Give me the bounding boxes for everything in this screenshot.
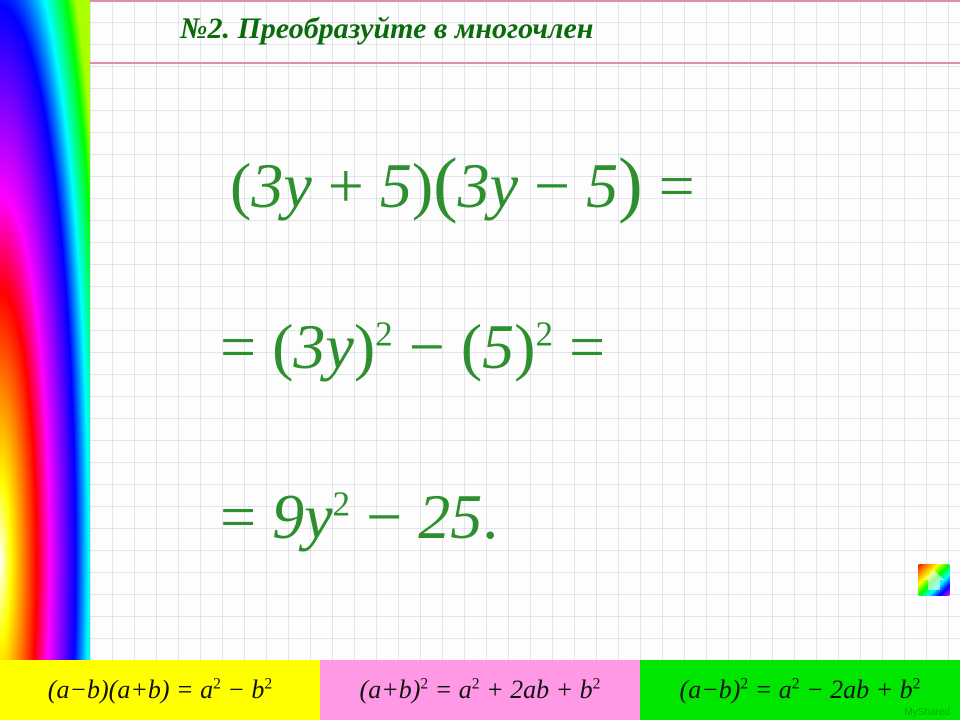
- margin-line-top: [90, 0, 960, 2]
- rainbow-strip: [0, 0, 90, 660]
- formula-diff-squares: (a−b)(a+b) = a2 − b2: [0, 660, 320, 720]
- equation-line-2: = (3y)2 − (5)2 =: [220, 310, 605, 384]
- formula-bar: (a−b)(a+b) = a2 − b2 (a+b)2 = a2 + 2ab +…: [0, 660, 960, 720]
- margin-line: [90, 62, 960, 64]
- slide: №2. Преобразуйте в многочлен (3y + 5)(3y…: [0, 0, 960, 720]
- equation-line-3: = 9y2 − 25.: [220, 480, 498, 554]
- formula-square-diff: (a−b)2 = a2 − 2ab + b2 MyShared: [640, 660, 960, 720]
- content-area: №2. Преобразуйте в многочлен (3y + 5)(3y…: [90, 0, 960, 660]
- formula-square-sum: (a+b)2 = a2 + 2ab + b2: [320, 660, 640, 720]
- watermark: MyShared: [904, 707, 950, 718]
- home-icon[interactable]: [916, 562, 952, 598]
- slide-title: №2. Преобразуйте в многочлен: [180, 12, 593, 46]
- equation-line-1: (3y + 5)(3y − 5) =: [230, 140, 695, 225]
